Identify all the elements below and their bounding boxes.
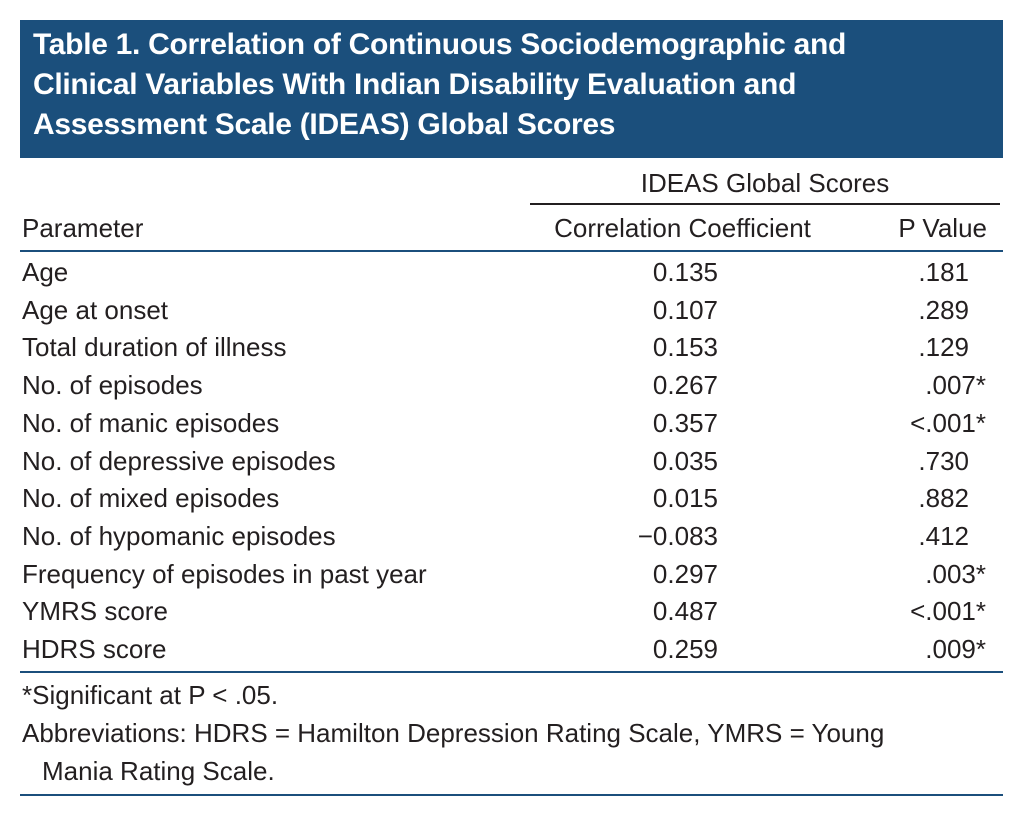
coefficient-cell: −0.083 bbox=[637, 520, 718, 551]
p-value-cell: .882 bbox=[918, 483, 969, 514]
parameter-cell: Frequency of episodes in past year bbox=[22, 558, 427, 589]
group-rule bbox=[530, 203, 1000, 205]
column-header: P Value bbox=[898, 213, 987, 243]
group-header: IDEAS Global Scores bbox=[640, 168, 890, 198]
coefficient-cell: 0.135 bbox=[652, 257, 718, 287]
p-value-cell: .289 bbox=[918, 294, 969, 325]
title-line: Clinical Variables With Indian Disabilit… bbox=[33, 68, 797, 101]
bottom-rule bbox=[20, 794, 1003, 796]
footnote: *Significant at P < .05. bbox=[22, 680, 279, 710]
footnote: Mania Rating Scale. bbox=[42, 756, 275, 786]
parameter-cell: YMRS score bbox=[22, 596, 168, 627]
coefficient-cell: 0.107 bbox=[652, 294, 718, 325]
parameter-cell: Age bbox=[22, 257, 69, 287]
parameter-cell: No. of depressive episodes bbox=[22, 445, 336, 476]
p-value-cell: .009* bbox=[925, 634, 986, 664]
column-header: Correlation Coefficient bbox=[554, 213, 811, 243]
body-rule bbox=[20, 671, 1003, 673]
p-value-cell: .129 bbox=[918, 332, 969, 363]
p-value-cell: <.001* bbox=[910, 596, 986, 627]
parameter-cell: No. of episodes bbox=[22, 370, 203, 401]
parameter-cell: HDRS score bbox=[22, 634, 167, 664]
p-value-cell: .730 bbox=[918, 445, 969, 476]
parameter-cell: No. of manic episodes bbox=[22, 407, 280, 438]
p-value-cell: <.001* bbox=[910, 407, 986, 438]
coefficient-cell: 0.015 bbox=[652, 483, 718, 514]
coefficient-cell: 0.153 bbox=[652, 332, 718, 363]
title-bar: Table 1. Correlation of Continuous Socio… bbox=[20, 20, 1003, 158]
p-value-cell: .007* bbox=[925, 370, 986, 401]
parameter-cell: Age at onset bbox=[22, 294, 168, 325]
coefficient-cell: 0.357 bbox=[652, 407, 718, 438]
parameter-cell: No. of hypomanic episodes bbox=[22, 520, 336, 551]
parameter-cell: Total duration of illness bbox=[22, 332, 287, 363]
parameter-cell: No. of mixed episodes bbox=[22, 483, 280, 514]
coefficient-cell: 0.259 bbox=[652, 634, 718, 664]
p-value-cell: .003* bbox=[925, 558, 986, 589]
coefficient-cell: 0.267 bbox=[652, 370, 718, 401]
title-line: Assessment Scale (IDEAS) Global Scores bbox=[33, 108, 616, 141]
column-header: Parameter bbox=[22, 213, 144, 243]
footnote: Abbreviations: HDRS = Hamilton Depressio… bbox=[22, 718, 885, 748]
coefficient-cell: 0.297 bbox=[652, 558, 718, 589]
header-rule bbox=[20, 250, 1003, 252]
p-value-cell: .181 bbox=[918, 257, 969, 287]
coefficient-cell: 0.487 bbox=[652, 596, 718, 627]
p-value-cell: .412 bbox=[918, 520, 969, 551]
coefficient-cell: 0.035 bbox=[652, 445, 718, 476]
title-line: Table 1. Correlation of Continuous Socio… bbox=[33, 28, 846, 61]
